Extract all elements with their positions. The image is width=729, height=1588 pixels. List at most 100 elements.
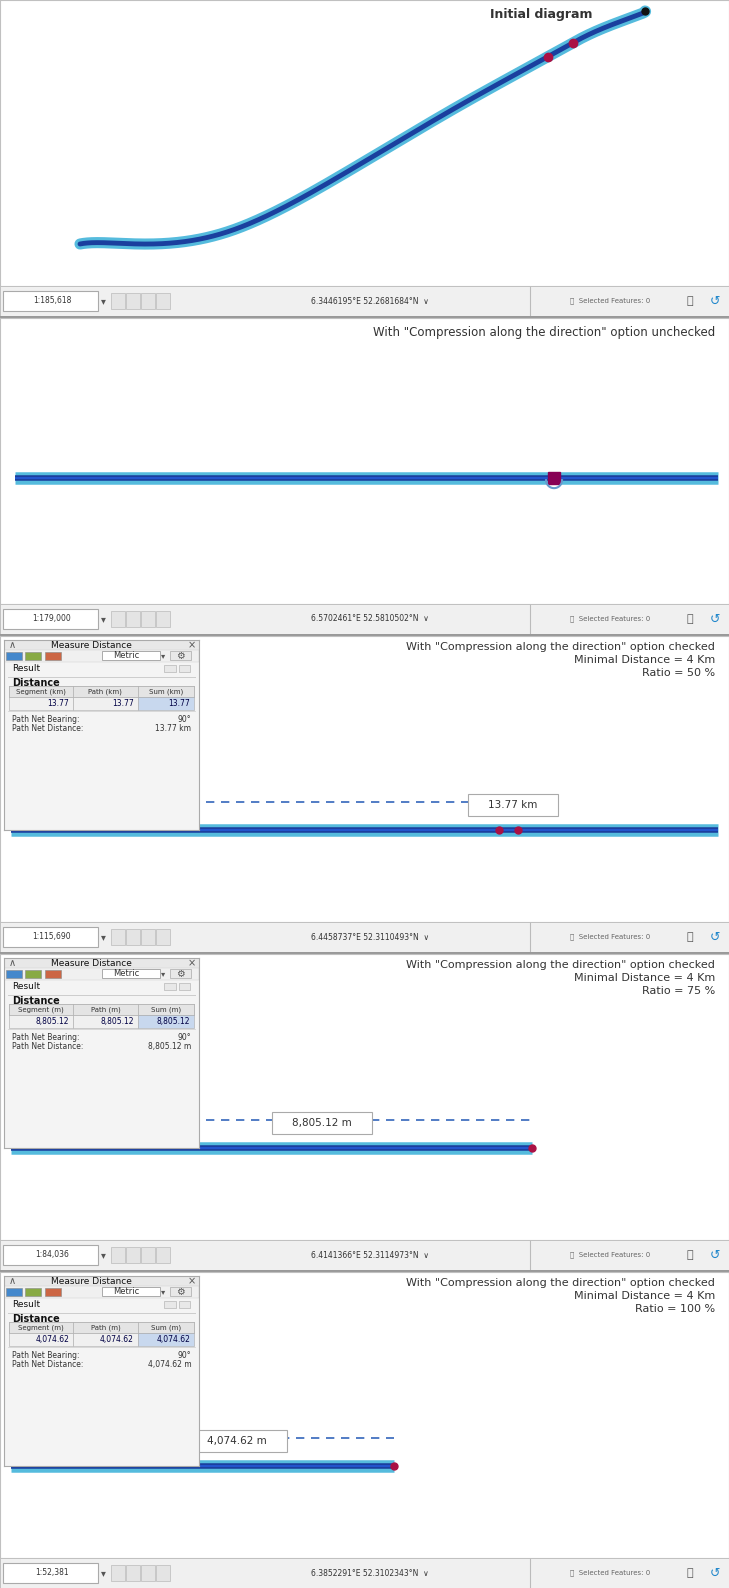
Text: 13.77 km: 13.77 km (488, 800, 537, 810)
Text: ∧: ∧ (8, 1277, 15, 1286)
Text: 8,805.12: 8,805.12 (36, 1016, 69, 1026)
Bar (156, 294, 170, 310)
Text: 6.3852291°E 52.3102343°N  ∨: 6.3852291°E 52.3102343°N ∨ (311, 1569, 429, 1577)
Text: ⏸: ⏸ (687, 1250, 693, 1259)
Bar (141, 1566, 155, 1582)
Bar (156, 1247, 170, 1262)
Bar (138, 1332, 194, 1345)
Text: Path Net Bearing:: Path Net Bearing: (12, 1032, 79, 1042)
Text: ⏸: ⏸ (687, 932, 693, 942)
Bar (4, 969, 199, 980)
Bar (73, 686, 138, 697)
Bar (6, 970, 22, 978)
Text: Metric: Metric (113, 969, 139, 978)
Text: ⚿  Selected Features: 0: ⚿ Selected Features: 0 (570, 616, 650, 622)
Bar (138, 1321, 194, 1332)
Bar (111, 1566, 125, 1582)
Text: Measure Distance: Measure Distance (51, 959, 132, 967)
Text: 8,805.12: 8,805.12 (100, 1016, 133, 1026)
Text: Path Net Distance:: Path Net Distance: (12, 1361, 83, 1369)
Text: With "Compression along the direction" option checked
Minimal Distance = 4 Km
Ra: With "Compression along the direction" o… (406, 961, 715, 996)
Bar (9, 686, 73, 697)
Text: Measure Distance: Measure Distance (51, 1277, 132, 1286)
Bar (9, 1004, 194, 1015)
Text: 90°: 90° (178, 1351, 191, 1359)
Bar (73, 697, 138, 710)
Text: 6.3446195°E 52.2681684°N  ∨: 6.3446195°E 52.2681684°N ∨ (311, 297, 429, 305)
Bar (6, 653, 22, 659)
Bar (141, 294, 155, 310)
Text: 6.5702461°E 52.5810502°N  ∨: 6.5702461°E 52.5810502°N ∨ (311, 615, 429, 624)
Text: ▾: ▾ (101, 1250, 106, 1259)
Text: ⚿  Selected Features: 0: ⚿ Selected Features: 0 (570, 934, 650, 940)
Bar (111, 611, 125, 627)
Bar (9, 686, 194, 697)
Bar (138, 1015, 194, 1027)
Bar (73, 1321, 138, 1332)
Text: ⏸: ⏸ (687, 615, 693, 624)
Text: 6.4458737°E 52.3110493°N  ∨: 6.4458737°E 52.3110493°N ∨ (311, 932, 429, 942)
Bar (101, 1288, 160, 1296)
Text: Path Net Distance:: Path Net Distance: (12, 1042, 83, 1051)
Bar (467, 794, 558, 816)
Bar (3, 927, 98, 946)
Text: ▾: ▾ (101, 295, 106, 306)
Bar (187, 1431, 287, 1453)
Bar (26, 970, 41, 978)
Bar (111, 294, 125, 310)
Text: ×: × (188, 958, 196, 969)
Text: 4,074.62: 4,074.62 (36, 1336, 69, 1343)
Text: Distance: Distance (12, 996, 60, 1007)
Bar (170, 969, 191, 978)
Text: ▾: ▾ (101, 1567, 106, 1578)
Text: ▾: ▾ (101, 932, 106, 942)
Bar (138, 697, 194, 710)
Bar (4, 1277, 199, 1286)
Bar (3, 1563, 98, 1583)
Bar (156, 1566, 170, 1582)
Text: Path Net Bearing:: Path Net Bearing: (12, 715, 79, 724)
Text: 1:179,000: 1:179,000 (33, 615, 71, 624)
Text: ⏸: ⏸ (687, 1567, 693, 1578)
Text: 1:52,381: 1:52,381 (35, 1569, 69, 1577)
Text: 1:84,036: 1:84,036 (35, 1250, 69, 1259)
Bar (170, 651, 191, 661)
Text: Sum (km): Sum (km) (149, 688, 183, 694)
Text: ×: × (188, 1277, 196, 1286)
Text: Segment (m): Segment (m) (18, 1324, 64, 1331)
Text: ↺: ↺ (710, 294, 720, 308)
Text: 13.77: 13.77 (47, 699, 69, 708)
Text: 4,074.62: 4,074.62 (100, 1336, 133, 1343)
Text: 6.4141366°E 52.3114973°N  ∨: 6.4141366°E 52.3114973°N ∨ (311, 1250, 429, 1259)
Text: Path Net Distance:: Path Net Distance: (12, 724, 83, 734)
Bar (4, 649, 199, 662)
Bar (141, 1247, 155, 1262)
Text: 1:115,690: 1:115,690 (33, 932, 71, 942)
Text: ▾: ▾ (101, 615, 106, 624)
Bar (26, 653, 41, 659)
Bar (101, 969, 160, 978)
Text: 13.77: 13.77 (168, 699, 190, 708)
Bar (156, 929, 170, 945)
Bar (26, 1288, 41, 1296)
Bar (126, 611, 140, 627)
Bar (126, 294, 140, 310)
Bar (126, 1247, 140, 1262)
Text: Distance: Distance (12, 678, 60, 688)
Bar (3, 610, 98, 629)
Bar (126, 929, 140, 945)
Text: ▾: ▾ (161, 969, 165, 978)
Text: With "Compression along the direction" option unchecked: With "Compression along the direction" o… (373, 326, 715, 338)
Text: Result: Result (12, 664, 40, 673)
Bar (141, 611, 155, 627)
Bar (73, 1332, 138, 1345)
Text: ▾: ▾ (161, 1288, 165, 1296)
Bar (138, 686, 194, 697)
Text: Initial diagram: Initial diagram (490, 8, 593, 21)
Bar (73, 1015, 138, 1027)
Text: 8,805.12 m: 8,805.12 m (148, 1042, 191, 1051)
Bar (138, 1004, 194, 1015)
Bar (164, 1301, 176, 1309)
Text: ▾: ▾ (161, 651, 165, 661)
Text: Measure Distance: Measure Distance (51, 640, 132, 649)
